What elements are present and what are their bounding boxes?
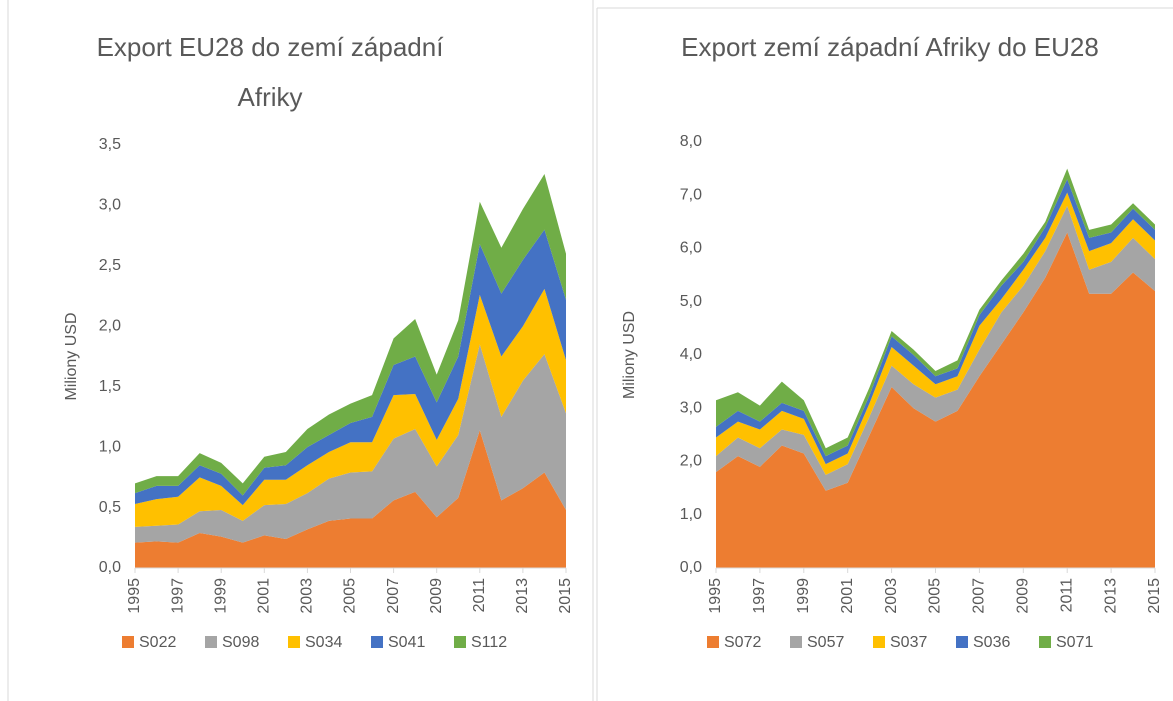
legend-swatch [956,636,968,648]
legend-label: S037 [890,634,927,651]
y-axis-label: Miliony USD [621,311,638,399]
y-tick-label: 2,5 [99,257,121,274]
y-tick-label: 1,0 [99,438,121,455]
y-tick-label: 0,0 [680,559,702,576]
x-tick-label: 2001 [256,578,273,614]
legend-label: S098 [222,634,259,651]
y-tick-label: 3,0 [99,197,121,214]
x-tick-label: 1995 [126,578,143,614]
y-tick-label: 3,0 [680,399,702,416]
legend-swatch [205,636,217,648]
x-tick-label: 2009 [1015,578,1032,614]
x-tick-label: 2015 [1146,578,1163,614]
legend-label: S034 [305,634,342,651]
y-tick-label: 3,5 [99,136,121,153]
y-tick-label: 0,5 [99,499,121,516]
x-tick-label: 2013 [514,578,531,614]
x-tick-label: 1997 [169,578,186,614]
x-tick-label: 2003 [883,578,900,614]
legend-label: S112 [471,634,507,651]
x-tick-label: 2011 [1058,578,1075,613]
chart-title: Export EU28 do zemí západní Afriky [96,32,444,112]
x-tick-label: 2013 [1102,578,1119,614]
legend-label: S057 [807,634,844,651]
legend-swatch [288,636,300,648]
legend-swatch [707,636,719,648]
y-tick-label: 2,0 [99,318,121,335]
x-tick-label: 1999 [212,578,229,614]
x-tick-label: 2015 [557,578,574,614]
x-tick-label: 2009 [428,578,445,614]
y-tick-label: 6,0 [680,240,702,257]
chart-title: Export zemí západní Afriky do EU28 [681,32,1099,62]
x-tick-label: 2011 [471,578,488,613]
legend-label: S036 [973,634,1010,651]
y-tick-label: 8,0 [680,133,702,150]
y-tick-label: 5,0 [680,293,702,310]
y-tick-label: 0,0 [99,559,121,576]
y-tick-label: 4,0 [680,346,702,363]
legend-label: S041 [388,634,425,651]
area [716,205,1155,491]
y-axis-label: Miliony USD [63,312,80,400]
legend-swatch [371,636,383,648]
legend-swatch [873,636,885,648]
y-tick-label: 1,5 [99,378,121,395]
x-tick-label: 2005 [927,578,944,614]
area [716,232,1155,568]
x-tick-label: 1999 [795,578,812,614]
legend-swatch [790,636,802,648]
legend-swatch [454,636,466,648]
x-tick-label: 1997 [751,578,768,614]
area [135,344,566,543]
x-tick-label: 2003 [299,578,316,614]
legend-label: S022 [139,634,176,651]
area [135,430,566,568]
x-tick-label: 2001 [839,578,856,614]
legend-swatch [1039,636,1051,648]
legend-label: S071 [1056,634,1093,651]
y-tick-label: 2,0 [680,453,702,470]
legend-label: S072 [724,634,761,651]
legend-swatch [122,636,134,648]
area [716,192,1155,475]
area [135,288,566,527]
x-tick-label: 2007 [971,578,988,614]
y-tick-label: 1,0 [680,506,702,523]
y-tick-label: 7,0 [680,186,702,203]
x-tick-label: 1995 [707,578,724,614]
x-tick-label: 2005 [342,578,359,614]
x-tick-label: 2007 [385,578,402,614]
